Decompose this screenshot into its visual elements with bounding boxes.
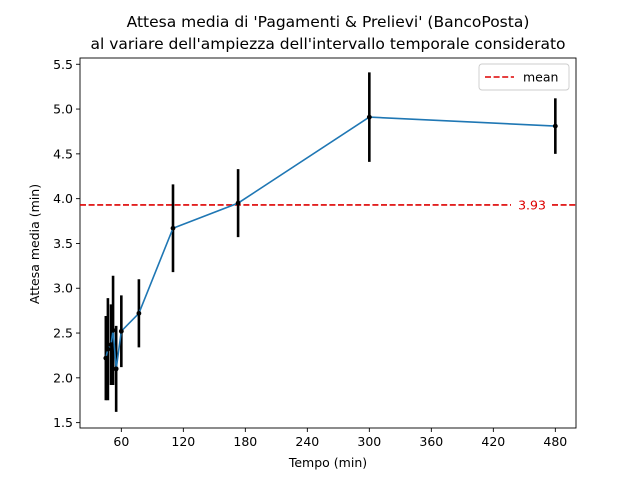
x-axis-label: Tempo (min) — [288, 455, 367, 470]
y-tick-label: 5.0 — [53, 102, 73, 117]
data-point — [113, 366, 119, 372]
chart-title: Attesa media di 'Pagamenti & Prelievi' (… — [127, 13, 530, 31]
data-point — [235, 200, 241, 206]
data-point — [103, 355, 109, 361]
x-tick-label: 120 — [171, 434, 195, 449]
data-point — [110, 327, 116, 333]
y-tick-label: 4.0 — [53, 191, 73, 206]
legend-label: mean — [523, 70, 558, 85]
data-point — [366, 114, 372, 120]
x-tick-label: 360 — [419, 434, 443, 449]
mean-value-label: 3.93 — [518, 197, 546, 212]
chart-subtitle: al variare dell'ampiezza dell'intervallo… — [90, 35, 565, 53]
y-tick-label: 5.5 — [53, 57, 73, 72]
x-tick-label: 180 — [233, 434, 257, 449]
data-point — [136, 310, 142, 316]
legend-box — [478, 63, 570, 91]
y-tick-label: 3.5 — [53, 236, 73, 251]
x-tick-label: 420 — [481, 434, 505, 449]
x-tick-label: 300 — [357, 434, 381, 449]
y-tick-label: 2.5 — [53, 326, 73, 341]
y-tick-label: 1.5 — [53, 415, 73, 430]
data-point — [552, 123, 558, 129]
x-tick-label: 240 — [295, 434, 319, 449]
x-tick-label: 480 — [543, 434, 567, 449]
y-tick-label: 2.0 — [53, 370, 73, 385]
data-point — [118, 328, 124, 334]
y-axis-label: Attesa media (min) — [27, 184, 42, 304]
y-tick-label: 3.0 — [53, 281, 73, 296]
x-tick-label: 60 — [113, 434, 129, 449]
data-point — [105, 346, 111, 352]
data-point — [108, 342, 114, 348]
plot-area-frame — [79, 57, 577, 429]
data-point — [170, 225, 176, 231]
y-tick-label: 4.5 — [53, 146, 73, 161]
